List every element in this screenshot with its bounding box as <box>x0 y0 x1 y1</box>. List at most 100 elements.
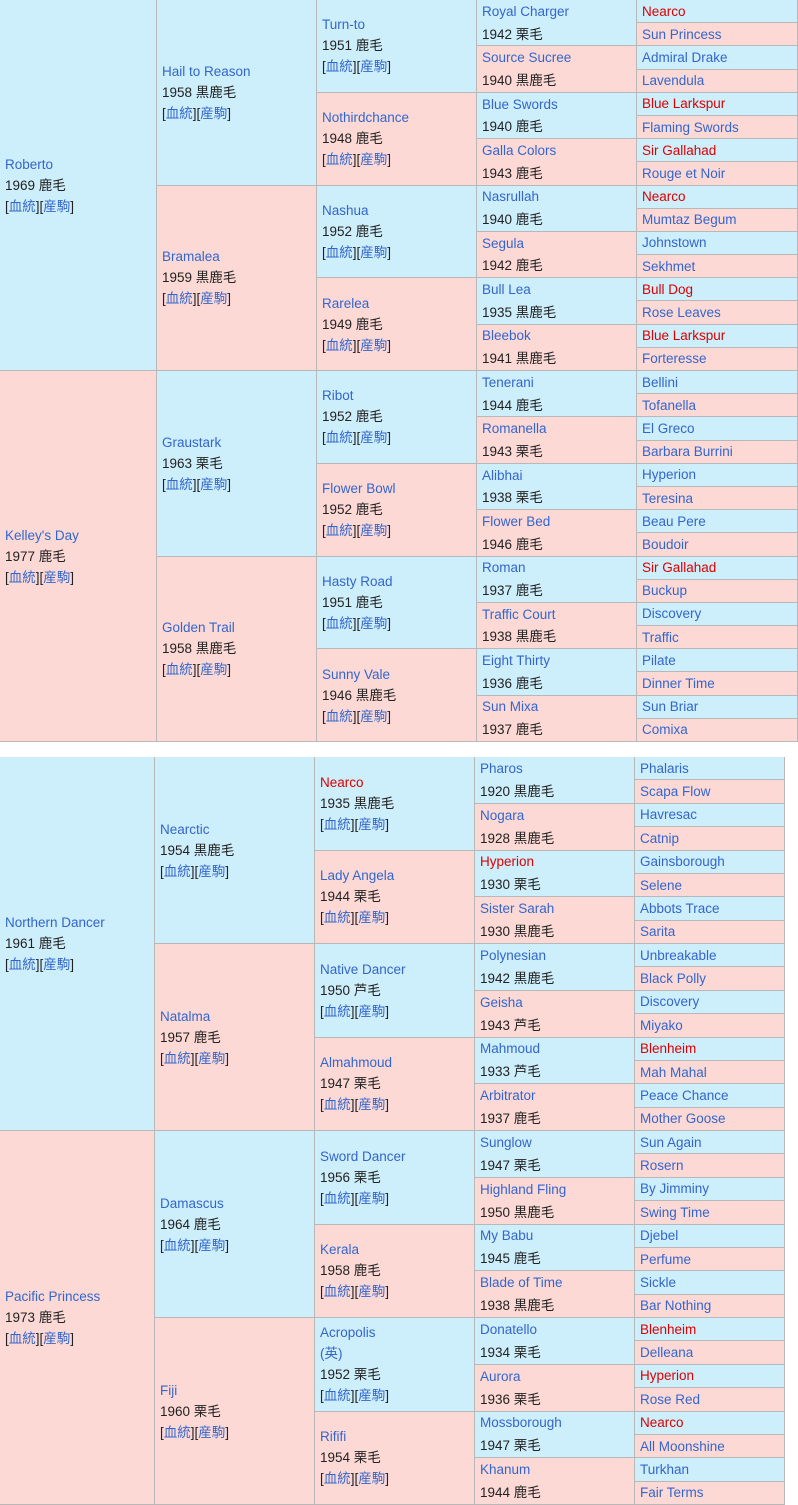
pedigree-link[interactable]: 血統 <box>163 1237 191 1253</box>
horse-name[interactable]: Geisha <box>480 994 523 1010</box>
horse-name[interactable]: Flower Bed <box>482 513 551 529</box>
horse-name[interactable]: Sekhmet <box>642 258 696 274</box>
progeny-link[interactable]: 産駒 <box>200 291 228 307</box>
horse-name[interactable]: Hasty Road <box>322 573 393 589</box>
horse-name[interactable]: Sir Gallahad <box>642 142 717 158</box>
pedigree-link[interactable]: 血統 <box>325 152 353 168</box>
horse-name[interactable]: Hyperion <box>640 1368 695 1384</box>
horse-name[interactable]: Bramalea <box>162 249 220 265</box>
progeny-link[interactable]: 産駒 <box>200 662 228 678</box>
horse-name[interactable]: Almahmoud <box>320 1055 393 1071</box>
horse-name[interactable]: Roberto <box>5 156 54 172</box>
horse-name[interactable]: Sunny Vale <box>322 666 391 682</box>
progeny-link[interactable]: 産駒 <box>358 1471 386 1487</box>
progeny-link[interactable]: 産駒 <box>198 1424 226 1440</box>
horse-name[interactable]: Blenheim <box>640 1041 697 1057</box>
pedigree-link[interactable]: 血統 <box>325 337 353 353</box>
horse-name[interactable]: Rififi <box>320 1429 347 1445</box>
horse-name[interactable]: My Babu <box>480 1228 534 1244</box>
horse-name[interactable]: Donatello <box>480 1321 538 1337</box>
horse-origin[interactable]: (英) <box>320 1346 343 1362</box>
pedigree-link[interactable]: 血統 <box>163 1050 191 1066</box>
pedigree-link[interactable]: 血統 <box>325 615 353 631</box>
progeny-link[interactable]: 産駒 <box>200 476 228 492</box>
horse-name[interactable]: Traffic Court <box>482 606 556 622</box>
horse-name[interactable]: Flaming Swords <box>642 119 739 135</box>
horse-name[interactable]: Eight Thirty <box>482 653 551 669</box>
horse-name[interactable]: Nogara <box>480 807 525 823</box>
horse-name[interactable]: Sun Again <box>640 1134 702 1150</box>
horse-name[interactable]: Nearco <box>640 1415 684 1431</box>
horse-name[interactable]: El Greco <box>642 420 695 436</box>
horse-name[interactable]: Blue Larkspur <box>642 328 726 344</box>
horse-name[interactable]: Abbots Trace <box>640 900 720 916</box>
horse-name[interactable]: Johnstown <box>642 235 707 251</box>
pedigree-link[interactable]: 血統 <box>323 1388 351 1404</box>
pedigree-link[interactable]: 血統 <box>325 523 353 539</box>
horse-name[interactable]: Highland Fling <box>480 1181 567 1197</box>
horse-name[interactable]: Djebel <box>640 1228 679 1244</box>
pedigree-link[interactable]: 血統 <box>323 816 351 832</box>
horse-name[interactable]: Mother Goose <box>640 1111 726 1127</box>
pedigree-link[interactable]: 血統 <box>325 430 353 446</box>
horse-name[interactable]: Gainsborough <box>640 854 725 870</box>
horse-name[interactable]: Pilate <box>642 652 676 668</box>
progeny-link[interactable]: 産駒 <box>358 1097 386 1113</box>
horse-name[interactable]: Sun Princess <box>642 26 722 42</box>
horse-name[interactable]: Aurora <box>480 1368 521 1384</box>
pedigree-link[interactable]: 血統 <box>163 863 191 879</box>
horse-name[interactable]: Acropolis <box>320 1325 376 1341</box>
horse-name[interactable]: Rarelea <box>322 295 370 311</box>
horse-name[interactable]: Rosern <box>640 1158 684 1174</box>
pedigree-link[interactable]: 血統 <box>323 1003 351 1019</box>
horse-name[interactable]: Fair Terms <box>640 1485 704 1501</box>
horse-name[interactable]: Sunglow <box>480 1134 532 1150</box>
horse-name[interactable]: Nearco <box>642 189 686 205</box>
horse-name[interactable]: Nothirdchance <box>322 110 410 126</box>
horse-name[interactable]: Fiji <box>160 1382 178 1398</box>
horse-name[interactable]: Blenheim <box>640 1321 697 1337</box>
horse-name[interactable]: Arbitrator <box>480 1088 536 1104</box>
progeny-link[interactable]: 産駒 <box>360 708 388 724</box>
horse-name[interactable]: Nasrullah <box>482 189 540 205</box>
pedigree-link[interactable]: 血統 <box>163 1424 191 1440</box>
horse-name[interactable]: Royal Charger <box>482 3 570 19</box>
pedigree-link[interactable]: 血統 <box>8 198 36 214</box>
horse-name[interactable]: Blue Larkspur <box>642 96 726 112</box>
progeny-link[interactable]: 産駒 <box>200 105 228 121</box>
horse-name[interactable]: Nearctic <box>160 821 210 837</box>
horse-name[interactable]: Mossborough <box>480 1415 562 1431</box>
horse-name[interactable]: Rouge et Noir <box>642 165 726 181</box>
horse-name[interactable]: Pacific Princess <box>5 1289 101 1304</box>
horse-name[interactable]: Sister Sarah <box>480 901 555 917</box>
horse-name[interactable]: Blue Swords <box>482 96 558 112</box>
horse-name[interactable]: Discovery <box>640 994 700 1010</box>
horse-name[interactable]: Delleana <box>640 1345 694 1361</box>
horse-name[interactable]: Sir Gallahad <box>642 560 717 576</box>
pedigree-link[interactable]: 血統 <box>325 708 353 724</box>
horse-name[interactable]: Sun Mixa <box>482 699 539 715</box>
progeny-link[interactable]: 産駒 <box>360 152 388 168</box>
horse-name[interactable]: Roman <box>482 560 526 576</box>
horse-name[interactable]: Dinner Time <box>642 676 715 692</box>
horse-name[interactable]: Sarita <box>640 924 676 940</box>
horse-name[interactable]: Lady Angela <box>320 868 395 884</box>
horse-name[interactable]: Mahmoud <box>480 1041 541 1057</box>
progeny-link[interactable]: 産駒 <box>358 1190 386 1206</box>
horse-name[interactable]: Swing Time <box>640 1204 710 1220</box>
horse-name[interactable]: Forteresse <box>642 351 707 367</box>
horse-name[interactable]: Scapa Flow <box>640 784 711 800</box>
horse-name[interactable]: Polynesian <box>480 947 547 963</box>
horse-name[interactable]: Rose Red <box>640 1391 701 1407</box>
horse-name[interactable]: Tenerani <box>482 374 534 390</box>
horse-name[interactable]: Mumtaz Begum <box>642 212 737 228</box>
pedigree-link[interactable]: 血統 <box>165 476 193 492</box>
horse-name[interactable]: Unbreakable <box>640 947 717 963</box>
horse-name[interactable]: Nashua <box>322 202 369 218</box>
horse-name[interactable]: Damascus <box>160 1195 224 1211</box>
horse-name[interactable]: Turkhan <box>640 1461 690 1477</box>
horse-name[interactable]: Nearco <box>642 3 686 19</box>
horse-name[interactable]: Pharos <box>480 760 523 776</box>
horse-name[interactable]: Miyako <box>640 1017 683 1033</box>
horse-name[interactable]: Native Dancer <box>320 961 406 977</box>
